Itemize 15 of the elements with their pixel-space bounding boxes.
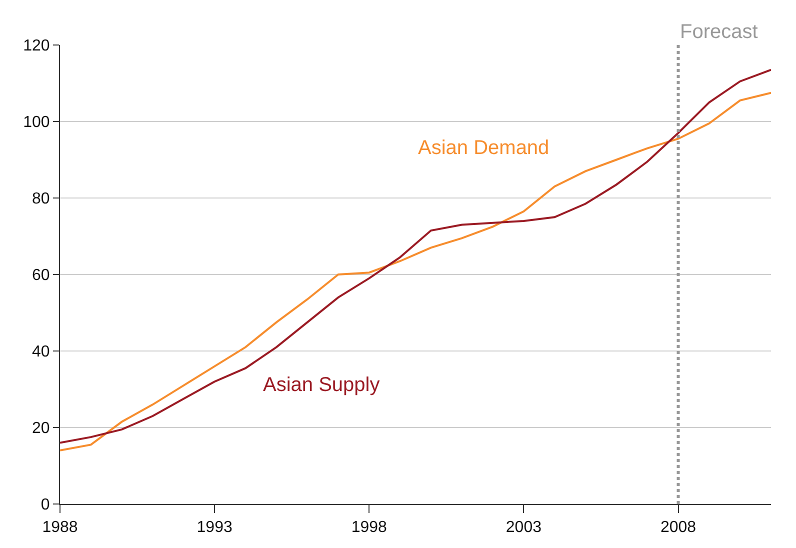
x-tick-label: 2003 [506, 519, 542, 536]
x-tick-label: 1993 [196, 519, 232, 536]
x-tick-label: 1988 [42, 519, 78, 536]
y-tick-label: 100 [23, 114, 50, 132]
ref-line-label: Forecast [680, 21, 758, 43]
series-label: Asian Demand [418, 137, 550, 159]
x-tick-label: 2008 [660, 519, 696, 536]
series-label: Asian Supply [263, 374, 380, 396]
y-tick-label: 0 [40, 496, 50, 514]
y-tick-label: 40 [32, 344, 50, 361]
y-tick-label: 120 [23, 38, 50, 55]
x-tick-label: 1998 [351, 519, 388, 536]
y-tick-label: 60 [32, 267, 50, 284]
y-tick-label: 80 [32, 190, 50, 208]
y-tick-label: 20 [32, 420, 50, 438]
